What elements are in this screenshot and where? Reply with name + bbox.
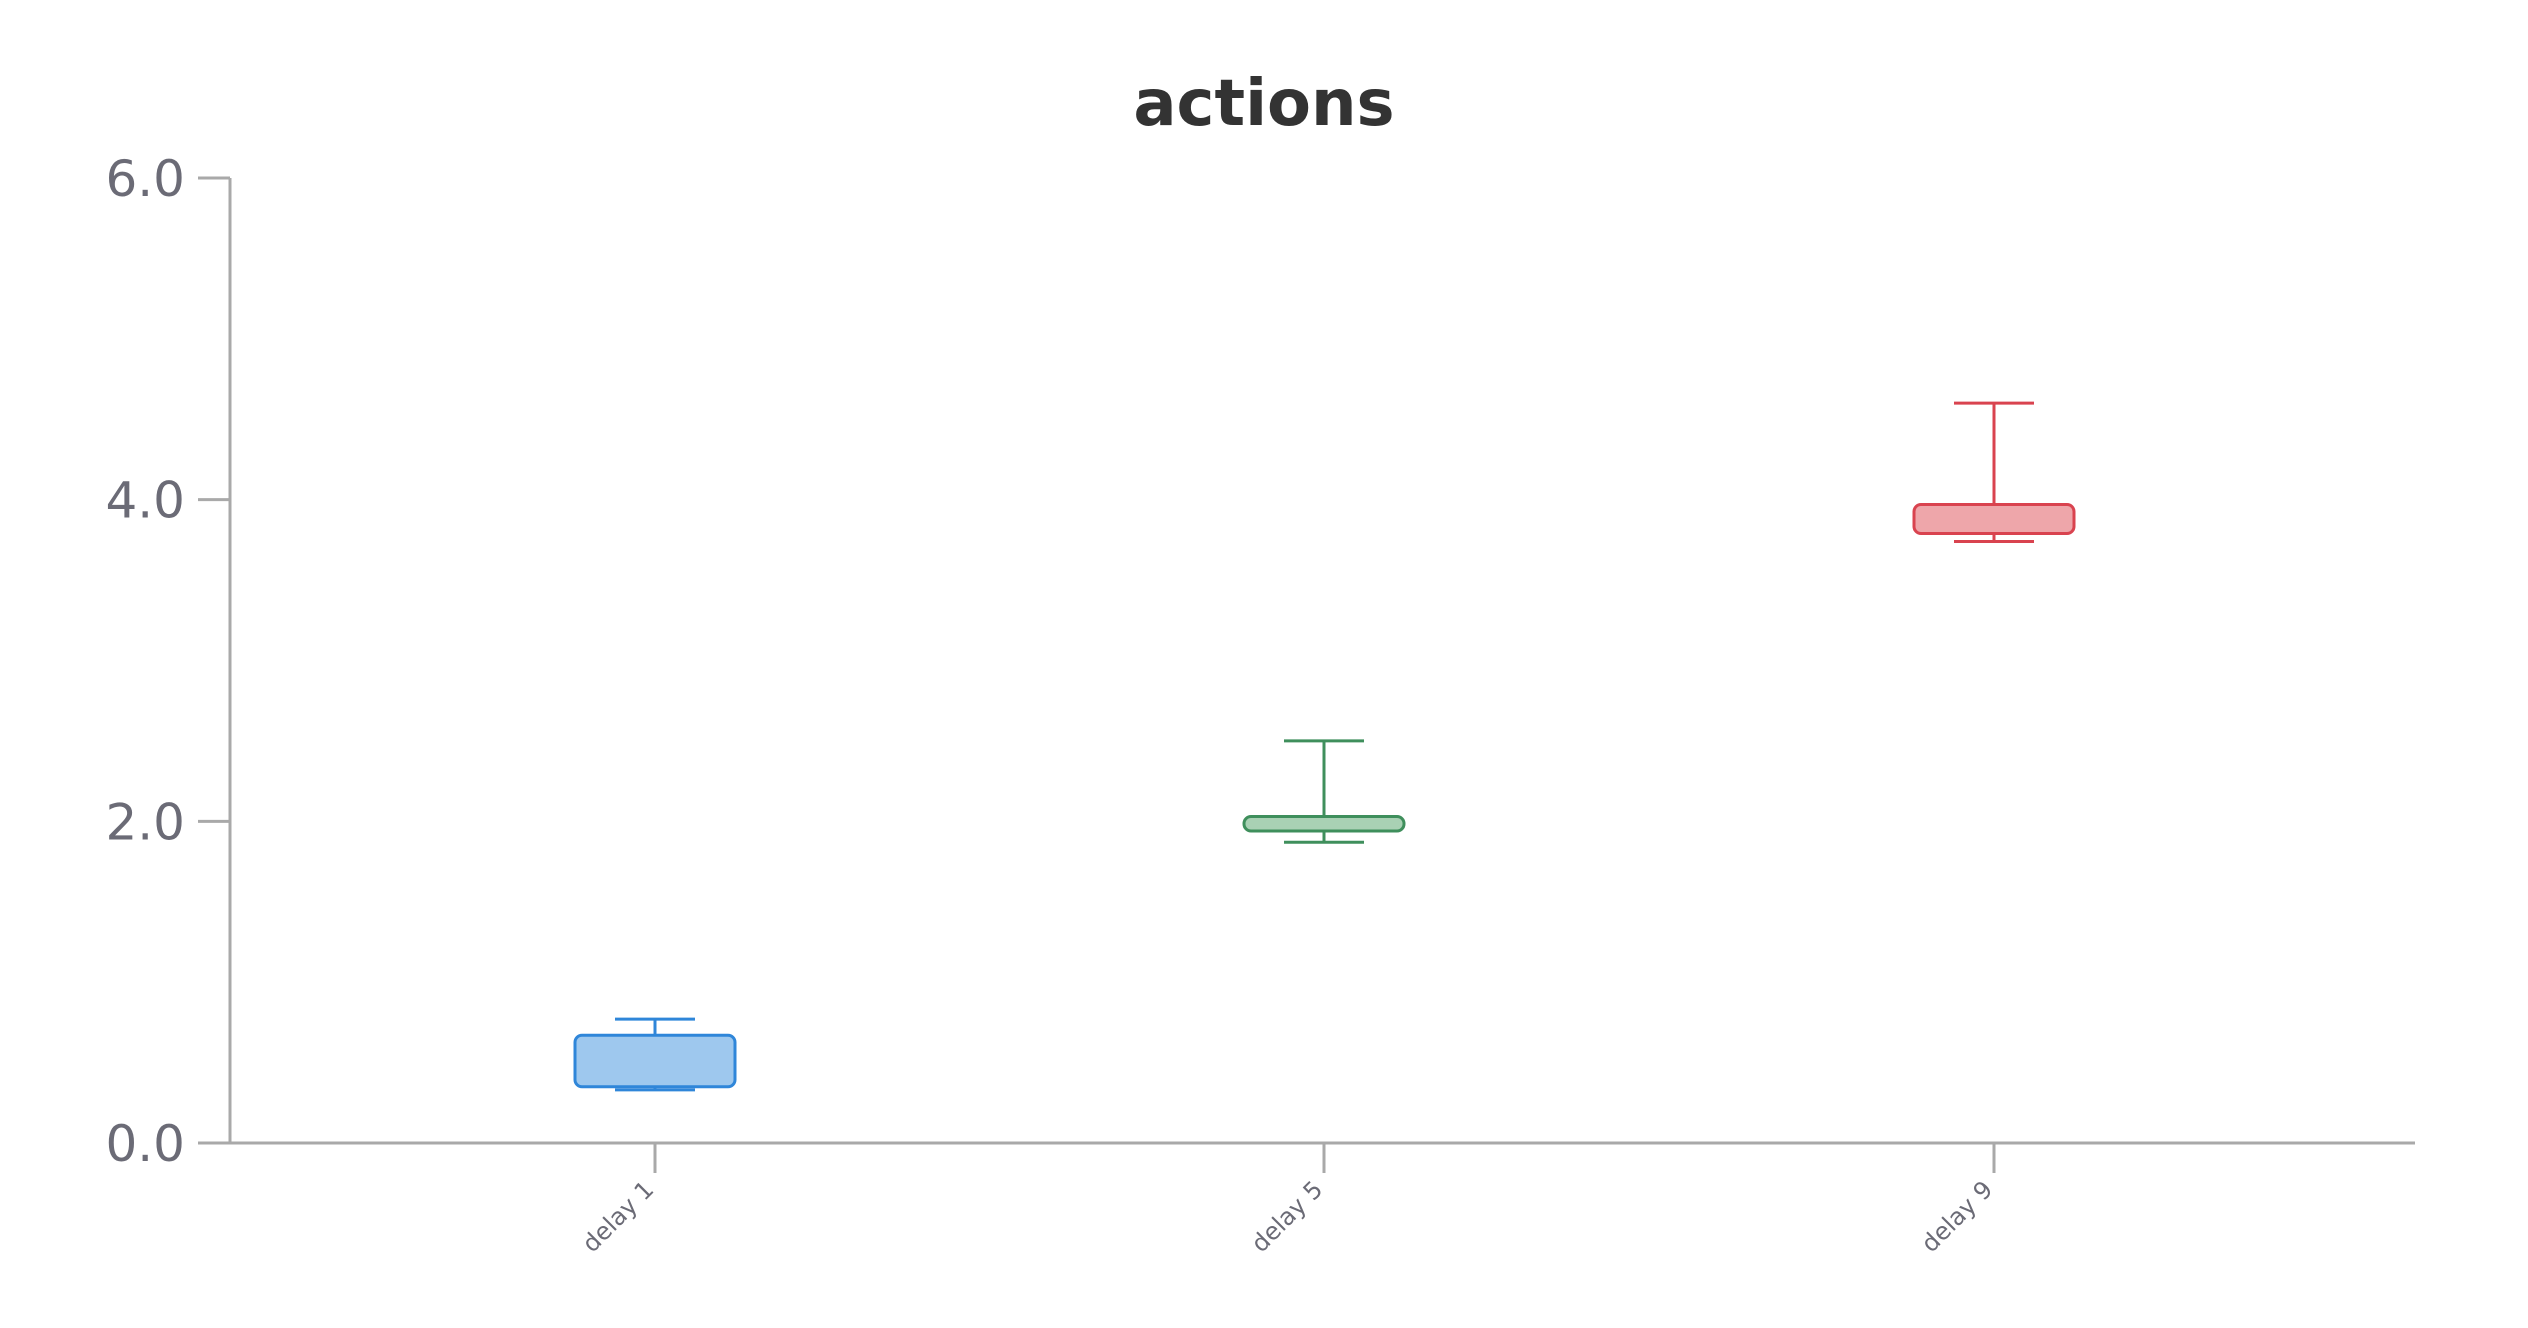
y-tick-label: 6.0 — [105, 150, 185, 208]
chart-title: actions — [1133, 67, 1394, 141]
box-series — [573, 401, 2076, 1092]
box-delay-1 — [573, 1017, 737, 1092]
y-tick-label: 4.0 — [105, 472, 185, 530]
x-tick-label: delay 1 — [577, 1175, 659, 1257]
iqr-box — [1242, 815, 1406, 833]
y-axis: 0.0 2.0 4.0 6.0 — [105, 150, 232, 1173]
x-axis: delay 1 delay 5 delay 9 — [230, 1141, 2415, 1258]
x-tick-label: delay 5 — [1246, 1175, 1328, 1257]
y-tick-label: 0.0 — [105, 1115, 185, 1173]
iqr-box — [573, 1033, 737, 1089]
iqr-box — [1912, 502, 2076, 535]
box-delay-9 — [1912, 401, 2076, 543]
box-delay-5 — [1242, 739, 1406, 844]
y-tick-label: 2.0 — [105, 793, 185, 851]
x-tick-label: delay 9 — [1916, 1175, 1998, 1257]
